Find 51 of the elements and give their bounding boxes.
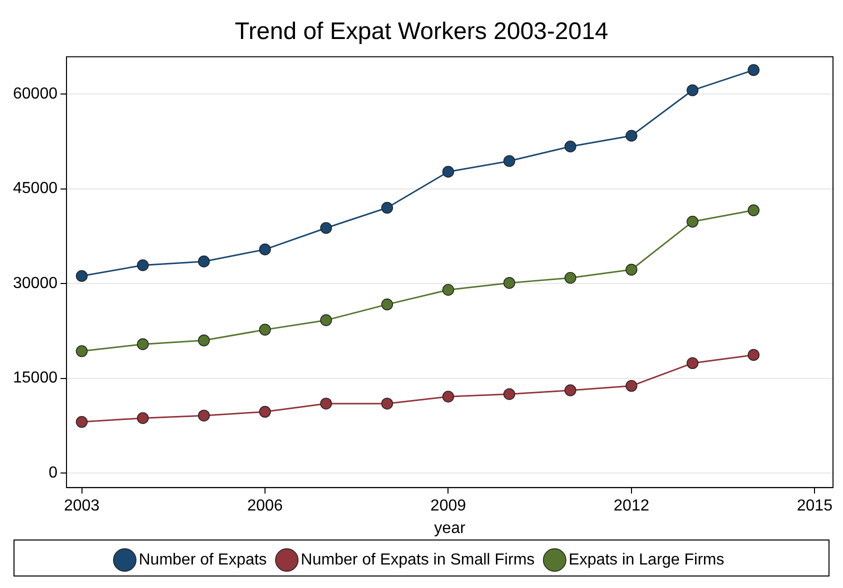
point (198, 410, 210, 422)
y-tick-label: 45000 (12, 180, 58, 198)
point (748, 64, 760, 76)
point (503, 277, 516, 289)
point (686, 84, 698, 96)
point (442, 390, 454, 403)
point (748, 349, 760, 361)
point (503, 388, 516, 400)
point (198, 256, 210, 268)
point (259, 244, 271, 256)
point (381, 398, 394, 410)
point (748, 204, 760, 216)
y-tick-label: 60000 (12, 85, 58, 102)
legend-label: Number of Expats (138, 551, 267, 568)
point (381, 298, 394, 310)
point (259, 406, 271, 418)
point (442, 166, 454, 178)
x-tick-label: 2003 (64, 498, 100, 515)
point (626, 130, 638, 142)
point (76, 345, 88, 358)
point (442, 284, 454, 296)
point (686, 216, 698, 228)
x-tick-label: 2015 (796, 498, 833, 515)
point (76, 270, 88, 282)
point (626, 380, 638, 392)
point (564, 272, 576, 284)
point (259, 324, 271, 336)
y-tick-label: 30000 (12, 274, 58, 292)
chart-title: Trend of Expat Workers 2003-2014 (234, 18, 608, 46)
point (686, 357, 698, 370)
point (626, 264, 638, 276)
legend-label: Number of Expats in Small Firms (300, 551, 535, 568)
point (76, 416, 88, 428)
y-tick-label: 0 (48, 464, 58, 482)
point (198, 334, 210, 346)
x-tick-label: 2012 (614, 498, 650, 515)
y-tick-label: 15000 (12, 370, 58, 387)
point (503, 155, 516, 167)
point (320, 222, 332, 234)
point (381, 202, 394, 214)
point (136, 412, 149, 424)
x-tick-label: 2009 (430, 498, 466, 515)
x-tick-label: 2006 (247, 498, 283, 515)
point (320, 398, 332, 410)
point (320, 314, 332, 326)
legend-label: Expats in Large Firms (568, 551, 724, 568)
point (564, 384, 576, 396)
point (136, 259, 149, 272)
x-axis-title: year (434, 520, 466, 537)
point (564, 140, 576, 152)
point (136, 338, 149, 350)
